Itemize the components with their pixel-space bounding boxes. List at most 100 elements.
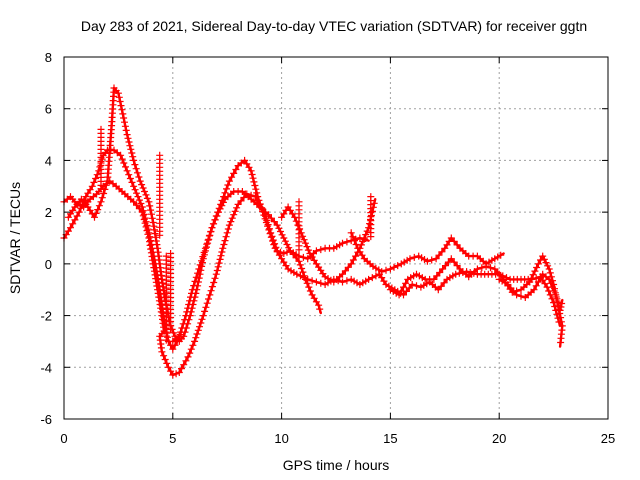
data-point — [127, 145, 135, 153]
y-tick-label: 2 — [45, 205, 52, 220]
data-point — [304, 275, 312, 283]
data-point — [150, 264, 158, 272]
chart-title: Day 283 of 2021, Sidereal Day-to-day VTE… — [81, 18, 587, 34]
data-point — [230, 169, 238, 177]
data-point — [368, 274, 376, 282]
data-point — [534, 260, 542, 268]
data-point — [136, 177, 144, 185]
data-point — [317, 279, 325, 287]
data-point — [306, 287, 314, 295]
data-point — [92, 209, 100, 217]
data-point — [178, 365, 185, 373]
data-point — [372, 272, 380, 280]
data-point — [275, 224, 283, 232]
data-point — [183, 308, 191, 316]
data-point — [533, 264, 541, 271]
data-point — [280, 250, 288, 257]
data-point — [537, 274, 544, 282]
data-point — [180, 361, 188, 369]
data-point — [365, 275, 373, 283]
data-point — [126, 142, 134, 150]
data-point — [545, 275, 553, 283]
data-point — [163, 359, 171, 367]
data-point — [198, 257, 205, 265]
data-point — [98, 194, 106, 202]
data-point — [92, 175, 100, 182]
data-point — [130, 182, 138, 190]
data-point — [94, 206, 102, 214]
data-point — [557, 339, 565, 346]
x-tick-label: 20 — [492, 431, 506, 446]
data-point — [406, 255, 414, 263]
data-point — [202, 303, 210, 311]
data-point — [135, 173, 143, 181]
data-point — [545, 265, 553, 273]
data-point — [205, 295, 212, 303]
data-point — [71, 216, 79, 224]
data-point — [189, 341, 197, 349]
data-point — [218, 202, 226, 210]
data-point — [532, 282, 540, 290]
data-point — [549, 283, 556, 291]
data-point — [118, 155, 126, 163]
data-point — [194, 269, 202, 277]
data-point — [167, 367, 175, 375]
data-point — [187, 345, 195, 353]
data-point — [249, 174, 257, 182]
data-point — [210, 279, 218, 286]
data-point — [300, 274, 308, 282]
data-point — [100, 190, 108, 197]
data-point — [366, 220, 374, 228]
spike-point — [97, 181, 105, 189]
data-point — [215, 259, 223, 267]
data-point — [299, 268, 307, 276]
data-point — [266, 230, 274, 238]
data-point — [547, 279, 555, 287]
data-point — [252, 185, 260, 193]
data-point — [254, 193, 262, 201]
data-point — [352, 252, 360, 260]
data-point — [126, 175, 134, 182]
data-point — [76, 202, 84, 210]
data-point — [221, 237, 229, 245]
data-point — [73, 212, 81, 220]
data-point — [208, 224, 216, 232]
data-point — [352, 241, 360, 248]
data-point — [557, 318, 565, 326]
data-point — [191, 277, 199, 285]
data-point — [155, 297, 163, 305]
data-point — [148, 210, 155, 218]
data-point — [556, 306, 564, 314]
data-point — [394, 262, 402, 270]
data-point — [251, 182, 259, 189]
data-point — [201, 307, 209, 315]
data-point — [232, 166, 240, 173]
data-point — [160, 352, 168, 360]
data-point — [129, 153, 137, 161]
data-point — [339, 278, 346, 286]
data-point — [316, 305, 324, 313]
data-point — [487, 264, 494, 272]
data-point — [552, 291, 560, 299]
data-point — [142, 223, 150, 231]
data-point — [554, 299, 562, 307]
data-point — [206, 291, 214, 299]
data-point — [116, 98, 124, 105]
data-point — [205, 232, 213, 240]
data-point — [115, 93, 123, 101]
data-point — [221, 189, 229, 197]
data-point — [161, 356, 169, 363]
data-point — [534, 278, 542, 286]
data-point — [215, 208, 222, 216]
data-point — [423, 257, 431, 265]
data-point — [187, 293, 194, 301]
data-point — [153, 241, 161, 249]
data-point — [186, 297, 194, 305]
data-point — [144, 230, 152, 238]
data-point — [192, 334, 200, 342]
data-point — [190, 282, 198, 290]
data-point — [494, 269, 502, 276]
data-point — [95, 202, 103, 210]
data-point — [230, 211, 238, 219]
data-point — [139, 212, 147, 220]
